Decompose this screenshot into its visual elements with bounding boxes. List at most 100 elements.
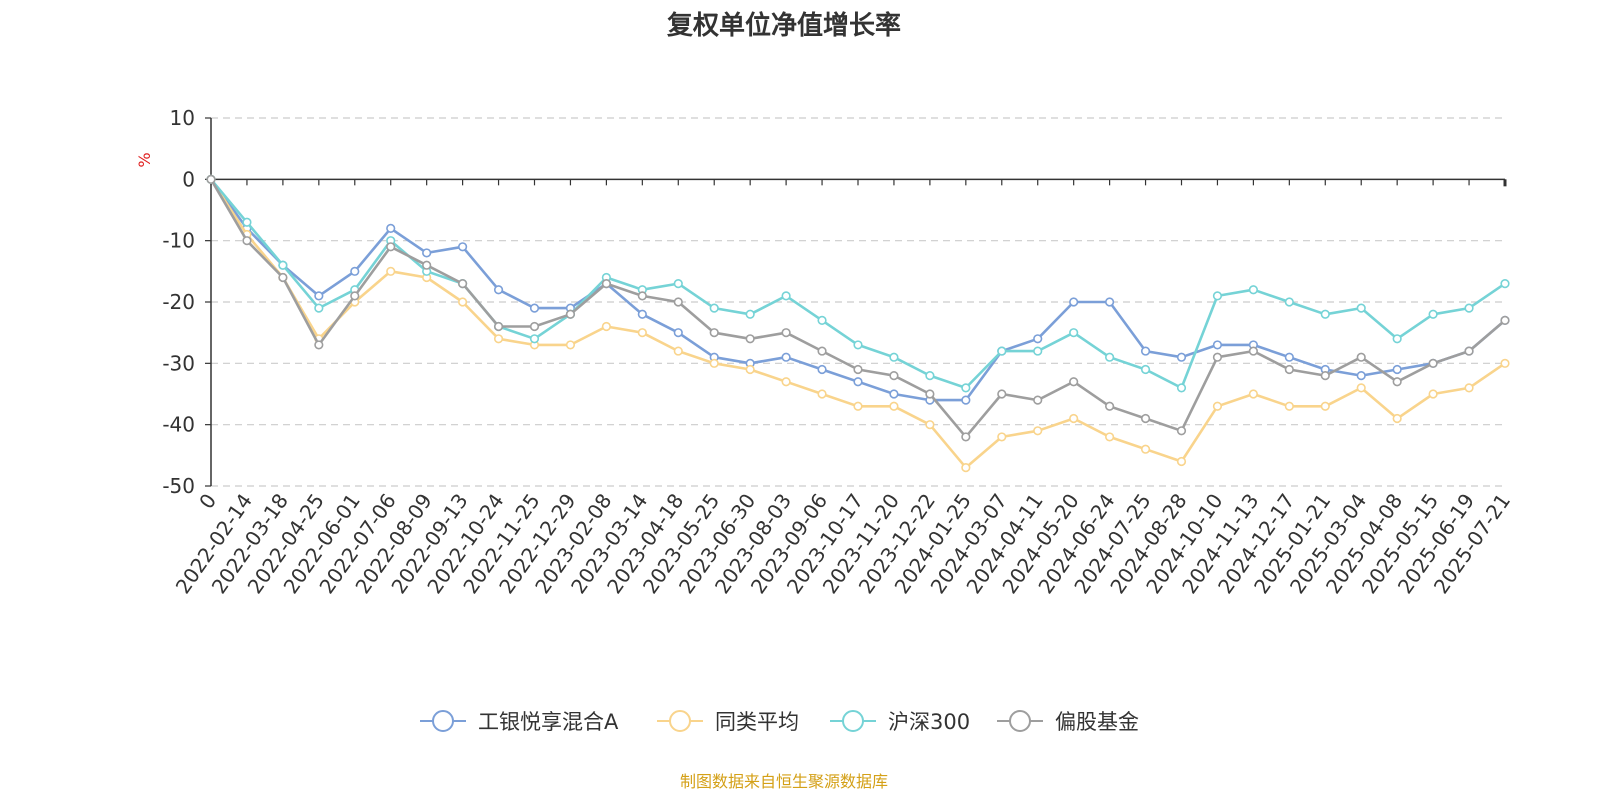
data-point <box>1284 352 1294 362</box>
data-point <box>961 432 971 442</box>
data-point <box>1320 371 1330 381</box>
data-point <box>1140 364 1151 375</box>
data-point <box>961 463 971 473</box>
legend-marker <box>842 710 864 732</box>
data-point <box>709 328 719 338</box>
series-lines <box>206 174 1510 473</box>
data-point <box>1392 334 1402 344</box>
data-point <box>745 334 755 344</box>
data-point <box>1320 401 1330 411</box>
data-point <box>781 377 791 387</box>
x-tick-label: 0 <box>194 489 221 513</box>
data-point <box>997 389 1007 399</box>
data-point <box>925 371 935 381</box>
data-point <box>1069 297 1079 307</box>
data-point <box>1356 371 1366 381</box>
data-point <box>1033 426 1043 436</box>
data-point <box>1176 456 1187 467</box>
data-point <box>565 309 576 319</box>
data-point <box>493 334 504 344</box>
y-tick-labels: 10 0 -10 -20 -30 -40 -50 <box>162 106 195 498</box>
data-point <box>889 352 899 362</box>
data-point <box>529 334 540 344</box>
data-point <box>1069 328 1079 338</box>
data-point <box>745 309 755 319</box>
data-point <box>781 352 791 362</box>
data-point <box>278 260 288 270</box>
data-point <box>781 291 791 301</box>
data-point <box>817 315 827 326</box>
data-point <box>458 242 468 252</box>
y-tick-label: -20 <box>162 290 195 314</box>
data-point <box>817 364 827 375</box>
data-point <box>458 279 468 289</box>
y-tick-label: 10 <box>170 106 195 130</box>
data-point <box>1069 413 1079 424</box>
data-point <box>1464 383 1474 393</box>
y-tick-label: -50 <box>162 474 195 498</box>
legend-label: 工银悦享混合A <box>478 710 619 734</box>
axes <box>205 117 1507 487</box>
legend[interactable]: 工银悦享混合A 同类平均 沪深300 偏股基金 <box>420 710 1139 734</box>
data-point <box>889 389 899 399</box>
series-line <box>210 178 1506 390</box>
data-point <box>997 432 1007 442</box>
data-point <box>242 217 252 227</box>
chart-title: 复权单位净值增长率 <box>667 10 901 41</box>
data-point <box>637 309 647 319</box>
data-point <box>1212 340 1223 350</box>
data-point <box>386 266 396 276</box>
data-point <box>1464 303 1474 313</box>
data-point <box>206 174 216 184</box>
data-point <box>1105 432 1115 442</box>
data-point <box>673 297 683 307</box>
y-tick-label: -10 <box>162 229 195 253</box>
source-note: 制图数据来自恒生聚源数据库 <box>680 772 888 791</box>
data-point <box>1105 352 1115 362</box>
y-tick-label: 0 <box>182 167 195 191</box>
data-point <box>1140 346 1151 356</box>
data-point <box>1176 426 1187 436</box>
data-point <box>1428 389 1438 399</box>
data-point <box>673 328 683 338</box>
data-point <box>925 389 935 399</box>
data-point <box>1500 315 1510 326</box>
legend-label: 偏股基金 <box>1055 710 1139 734</box>
data-point <box>817 389 827 399</box>
data-point <box>1500 358 1510 368</box>
data-point <box>493 285 504 295</box>
data-point <box>961 383 971 393</box>
data-point <box>1392 377 1402 387</box>
data-point <box>1176 383 1187 393</box>
data-point <box>458 297 468 307</box>
data-point <box>997 346 1007 356</box>
data-point <box>422 260 432 270</box>
data-point <box>422 248 432 258</box>
data-point <box>637 291 647 301</box>
data-point <box>1140 413 1151 424</box>
data-point <box>1105 297 1115 307</box>
data-point <box>1392 413 1402 424</box>
x-tick-labels: 02022-02-142022-03-182022-04-252022-06-0… <box>171 489 1515 598</box>
grid-lines <box>211 117 1505 487</box>
data-point <box>1320 309 1330 319</box>
data-point <box>1069 377 1079 387</box>
data-point <box>529 321 540 332</box>
data-point <box>1356 383 1366 393</box>
data-point <box>673 279 683 289</box>
data-point <box>1284 297 1294 307</box>
data-point <box>709 303 719 313</box>
data-point <box>1105 401 1115 411</box>
legend-marker <box>669 710 691 732</box>
data-point <box>1464 346 1474 356</box>
data-point <box>350 266 360 276</box>
data-point <box>1284 401 1294 411</box>
data-point <box>601 279 611 289</box>
data-point <box>1428 358 1438 368</box>
data-point <box>278 272 288 283</box>
data-point <box>673 346 683 356</box>
data-point <box>314 291 324 301</box>
legend-label: 沪深300 <box>888 710 970 734</box>
data-point <box>314 303 324 313</box>
data-point <box>637 328 647 338</box>
